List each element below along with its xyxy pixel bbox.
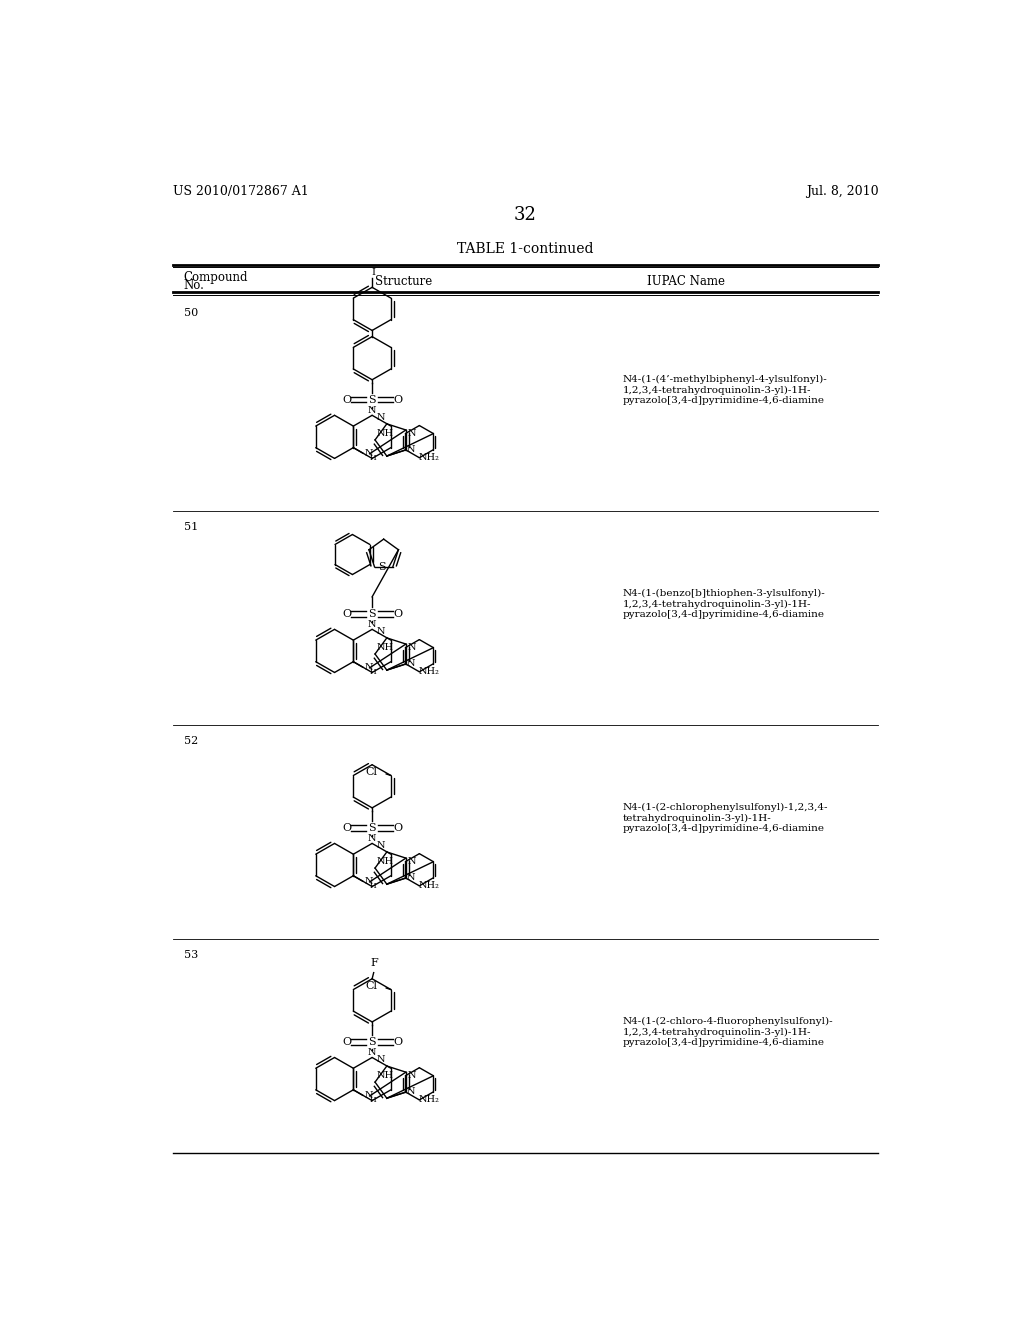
- Text: O: O: [342, 1038, 351, 1047]
- Text: N: N: [377, 841, 385, 850]
- Text: Cl: Cl: [365, 767, 377, 777]
- Text: No.: No.: [183, 280, 205, 292]
- Text: NH: NH: [377, 429, 393, 438]
- Text: N: N: [408, 857, 416, 866]
- Text: O: O: [342, 395, 351, 405]
- Text: O: O: [393, 609, 402, 619]
- Text: F: F: [371, 958, 378, 968]
- Text: O: O: [342, 822, 351, 833]
- Text: I: I: [372, 268, 376, 277]
- Text: N: N: [408, 643, 416, 652]
- Text: N: N: [365, 449, 373, 458]
- Text: 32: 32: [513, 206, 537, 224]
- Text: NH₂: NH₂: [418, 668, 439, 676]
- Text: S: S: [369, 395, 376, 405]
- Text: S: S: [369, 822, 376, 833]
- Text: N: N: [408, 429, 416, 438]
- Text: Compound: Compound: [183, 271, 248, 284]
- Text: Cl: Cl: [365, 982, 377, 991]
- Text: O: O: [393, 1038, 402, 1047]
- Text: N: N: [377, 1055, 385, 1064]
- Text: 50: 50: [183, 308, 198, 318]
- Text: S: S: [378, 562, 385, 572]
- Text: N: N: [377, 627, 385, 636]
- Text: N: N: [368, 1048, 377, 1057]
- Text: NH: NH: [377, 643, 393, 652]
- Text: US 2010/0172867 A1: US 2010/0172867 A1: [173, 185, 308, 198]
- Text: N: N: [365, 1092, 373, 1101]
- Text: N: N: [368, 834, 377, 842]
- Text: H: H: [370, 882, 376, 890]
- Text: N: N: [377, 413, 385, 421]
- Text: 53: 53: [183, 950, 198, 960]
- Text: O: O: [393, 822, 402, 833]
- Text: N4-(1-(2-chloro-4-fluorophenylsulfonyl)-
1,2,3,4-tetrahydroquinolin-3-yl)-1H-
py: N4-(1-(2-chloro-4-fluorophenylsulfonyl)-…: [623, 1018, 834, 1047]
- Text: H: H: [370, 668, 376, 676]
- Text: H: H: [370, 454, 376, 462]
- Text: N: N: [365, 878, 373, 887]
- Text: N: N: [365, 664, 373, 672]
- Text: 51: 51: [183, 521, 198, 532]
- Text: Jul. 8, 2010: Jul. 8, 2010: [806, 185, 879, 198]
- Text: N: N: [368, 405, 377, 414]
- Text: NH₂: NH₂: [418, 882, 439, 891]
- Text: N: N: [407, 874, 416, 882]
- Text: IUPAC Name: IUPAC Name: [647, 275, 725, 288]
- Text: Structure: Structure: [375, 275, 432, 288]
- Text: NH₂: NH₂: [418, 1096, 439, 1105]
- Text: H: H: [370, 1096, 376, 1104]
- Text: N: N: [407, 445, 416, 454]
- Text: N: N: [407, 1088, 416, 1097]
- Text: S: S: [369, 609, 376, 619]
- Text: NH: NH: [377, 857, 393, 866]
- Text: N4-(1-(benzo[b]thiophen-3-ylsulfonyl)-
1,2,3,4-tetrahydroquinolin-3-yl)-1H-
pyra: N4-(1-(benzo[b]thiophen-3-ylsulfonyl)- 1…: [623, 589, 825, 619]
- Text: TABLE 1-continued: TABLE 1-continued: [457, 242, 593, 256]
- Text: N4-(1-(4’-methylbiphenyl-4-ylsulfonyl)-
1,2,3,4-tetrahydroquinolin-3-yl)-1H-
pyr: N4-(1-(4’-methylbiphenyl-4-ylsulfonyl)- …: [623, 375, 827, 405]
- Text: 52: 52: [183, 737, 198, 746]
- Text: N: N: [407, 659, 416, 668]
- Text: NH₂: NH₂: [418, 453, 439, 462]
- Text: O: O: [393, 395, 402, 405]
- Text: N4-(1-(2-chlorophenylsulfonyl)-1,2,3,4-
tetrahydroquinolin-3-yl)-1H-
pyrazolo[3,: N4-(1-(2-chlorophenylsulfonyl)-1,2,3,4- …: [623, 804, 828, 833]
- Text: O: O: [342, 609, 351, 619]
- Text: N: N: [368, 619, 377, 628]
- Text: N: N: [408, 1072, 416, 1080]
- Text: NH: NH: [377, 1071, 393, 1080]
- Text: S: S: [369, 1038, 376, 1047]
